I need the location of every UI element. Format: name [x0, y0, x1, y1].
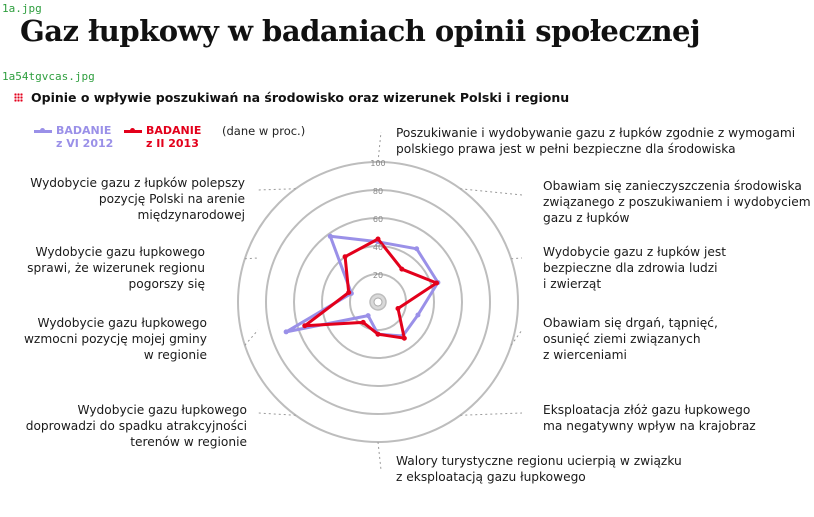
label-line: Poszukiwanie i wydobywanie gazu z łupków… — [396, 126, 796, 140]
label-line: terenów w regionie — [130, 435, 247, 449]
page-title: Gaz łupkowy w badaniach opinii społeczne… — [20, 14, 700, 48]
leader-line — [244, 329, 259, 346]
label-line: Wydobycie gazu łupkowego — [77, 403, 247, 417]
label-line: doprowadzi do spadku atrakcyjności — [25, 419, 247, 433]
legend-entry-2012: BADANIE z VI 2012 — [34, 124, 113, 150]
legend-line-icon — [34, 128, 52, 133]
grid-icon — [14, 93, 23, 102]
data-point — [399, 266, 405, 272]
leader-line — [510, 329, 523, 346]
legend-entry-2013: BADANIE z II 2013 — [124, 124, 201, 150]
center-marker-inner — [373, 297, 383, 307]
data-point — [401, 335, 407, 341]
data-point — [415, 312, 421, 318]
label-axis-1: Obawiam się zanieczyszczenia środowiska z… — [543, 178, 811, 226]
data-point — [365, 313, 371, 319]
label-line: pogorszy się — [128, 277, 205, 291]
grid-ring — [321, 245, 435, 359]
grid-ring — [293, 217, 463, 387]
label-axis-6: Wydobycie gazu łupkowego doprowadzi do sp… — [26, 402, 247, 450]
grid-ring — [265, 189, 491, 415]
data-point — [375, 236, 381, 242]
leader-line — [460, 412, 523, 416]
label-axis-0: Poszukiwanie i wydobywanie gazu z łupków… — [396, 125, 795, 157]
data-point — [360, 319, 366, 325]
leader-line — [460, 188, 523, 196]
data-point — [434, 280, 440, 286]
label-axis-2: Wydobycie gazu z łupków jest bezpieczne d… — [543, 244, 726, 292]
label-axis-8: Wydobycie gazu łupkowego sprawi, że wizer… — [27, 244, 205, 292]
label-line: w regionie — [143, 348, 207, 362]
units-note: (dane w proc.) — [222, 124, 306, 138]
label-line: międzynarodowej — [137, 208, 245, 222]
tick-label: 80 — [373, 187, 383, 196]
data-point — [375, 331, 381, 337]
leader-line — [377, 131, 382, 163]
legend-label-line2: z II 2013 — [146, 137, 199, 150]
chart-subtitle: Opinie o wpływie poszukiwań na środowisk… — [31, 90, 570, 105]
legend-label-line1: BADANIE — [56, 124, 112, 137]
label-line: związanego z poszukiwaniem i wydobyciem — [543, 195, 811, 209]
label-line: Obawiam się zanieczyszczenia środowiska — [543, 179, 802, 193]
data-point — [414, 246, 420, 252]
data-point — [395, 305, 401, 311]
label-line: z eksploatacją gazu łupkowego — [396, 470, 586, 484]
label-line: Walory turystyczne regionu ucierpią w zw… — [396, 454, 682, 468]
leader-line — [377, 441, 382, 471]
label-line: Eksploatacja złóż gazu łupkowego — [543, 403, 751, 417]
label-line: gazu z łupków — [543, 211, 630, 225]
legend-label-line2: z VI 2012 — [56, 137, 114, 150]
label-axis-3: Obawiam się drgań, tąpnięć, osunięć ziemi… — [543, 315, 718, 363]
data-point — [327, 233, 333, 239]
label-line: Wydobycie gazu łupkowego — [37, 316, 207, 330]
legend-line-icon — [124, 128, 142, 133]
data-point — [283, 329, 289, 335]
subtitle-row: Opinie o wpływie poszukiwań na środowisk… — [14, 90, 569, 105]
label-line: sprawi, że wizerunek regionu — [27, 261, 205, 275]
data-point — [342, 254, 348, 260]
leader-line — [257, 188, 296, 191]
label-line: Obawiam się drgań, tąpnięć, — [543, 316, 718, 330]
data-point — [302, 323, 308, 329]
label-line: pozycję Polski na arenie — [98, 192, 245, 206]
label-line: bezpieczne dla zdrowia ludzi — [543, 261, 718, 275]
legend-label-line1: BADANIE — [146, 124, 202, 137]
label-line: polskiego prawa jest w pełni bezpieczne … — [396, 142, 736, 156]
label-axis-4: Eksploatacja złóż gazu łupkowego ma negat… — [543, 402, 756, 434]
label-line: wzmocni pozycję mojej gminy — [23, 332, 207, 346]
label-line: i zwierząt — [543, 277, 602, 291]
file-label-1: 1a.jpg — [2, 2, 42, 15]
label-line: Wydobycie gazu łupkowego — [35, 245, 205, 259]
label-line: Wydobycie gazu z łupków jest — [543, 245, 726, 259]
label-line: Wydobycie gazu z łupków polepszy — [30, 176, 245, 190]
tick-label: 20 — [373, 271, 383, 280]
file-label-2: 1a54tgvcas.jpg — [2, 70, 95, 83]
legend-text: BADANIE z VI 2012 — [56, 124, 113, 150]
leader-line — [511, 257, 523, 260]
tick-label: 100 — [370, 159, 385, 168]
label-line: osunięć ziemi związanych — [543, 332, 701, 346]
label-line: z wierceniami — [543, 348, 627, 362]
leader-line — [244, 257, 259, 260]
leader-line — [257, 412, 296, 416]
tick-label: 60 — [373, 215, 383, 224]
tick-label: 40 — [373, 243, 383, 252]
label-line: ma negatywny wpływ na krajobraz — [543, 419, 756, 433]
legend-text: BADANIE z II 2013 — [146, 124, 201, 150]
label-axis-5: Walory turystyczne regionu ucierpią w zw… — [396, 453, 682, 485]
label-axis-9: Wydobycie gazu z łupków polepszy pozycję … — [30, 175, 245, 223]
data-point — [346, 289, 352, 295]
label-axis-7: Wydobycie gazu łupkowego wzmocni pozycję … — [24, 315, 207, 363]
